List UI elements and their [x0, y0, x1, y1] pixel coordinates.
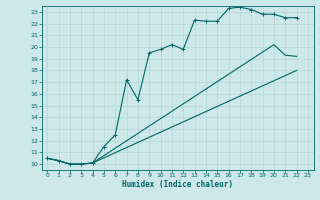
- X-axis label: Humidex (Indice chaleur): Humidex (Indice chaleur): [122, 180, 233, 189]
